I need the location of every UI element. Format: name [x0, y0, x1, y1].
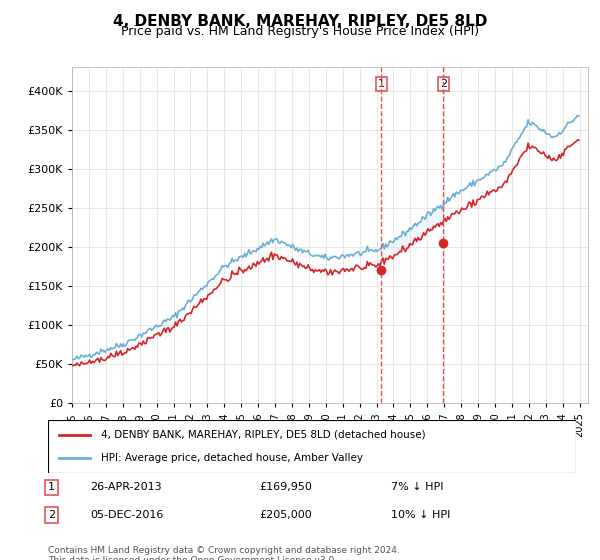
Text: Price paid vs. HM Land Registry's House Price Index (HPI): Price paid vs. HM Land Registry's House …: [121, 25, 479, 38]
Text: 1: 1: [48, 482, 55, 492]
Text: 2: 2: [48, 510, 55, 520]
Text: £169,950: £169,950: [259, 482, 312, 492]
Text: 05-DEC-2016: 05-DEC-2016: [90, 510, 164, 520]
Text: £205,000: £205,000: [259, 510, 312, 520]
Text: 10% ↓ HPI: 10% ↓ HPI: [391, 510, 451, 520]
Text: Contains HM Land Registry data © Crown copyright and database right 2024.
This d: Contains HM Land Registry data © Crown c…: [48, 546, 400, 560]
Text: 7% ↓ HPI: 7% ↓ HPI: [391, 482, 444, 492]
FancyBboxPatch shape: [48, 420, 576, 473]
Text: 4, DENBY BANK, MAREHAY, RIPLEY, DE5 8LD (detached house): 4, DENBY BANK, MAREHAY, RIPLEY, DE5 8LD …: [101, 430, 425, 440]
Text: HPI: Average price, detached house, Amber Valley: HPI: Average price, detached house, Ambe…: [101, 453, 363, 463]
Text: 1: 1: [378, 79, 385, 89]
Text: 4, DENBY BANK, MAREHAY, RIPLEY, DE5 8LD: 4, DENBY BANK, MAREHAY, RIPLEY, DE5 8LD: [113, 14, 487, 29]
Text: 2: 2: [440, 79, 447, 89]
Text: 26-APR-2013: 26-APR-2013: [90, 482, 162, 492]
